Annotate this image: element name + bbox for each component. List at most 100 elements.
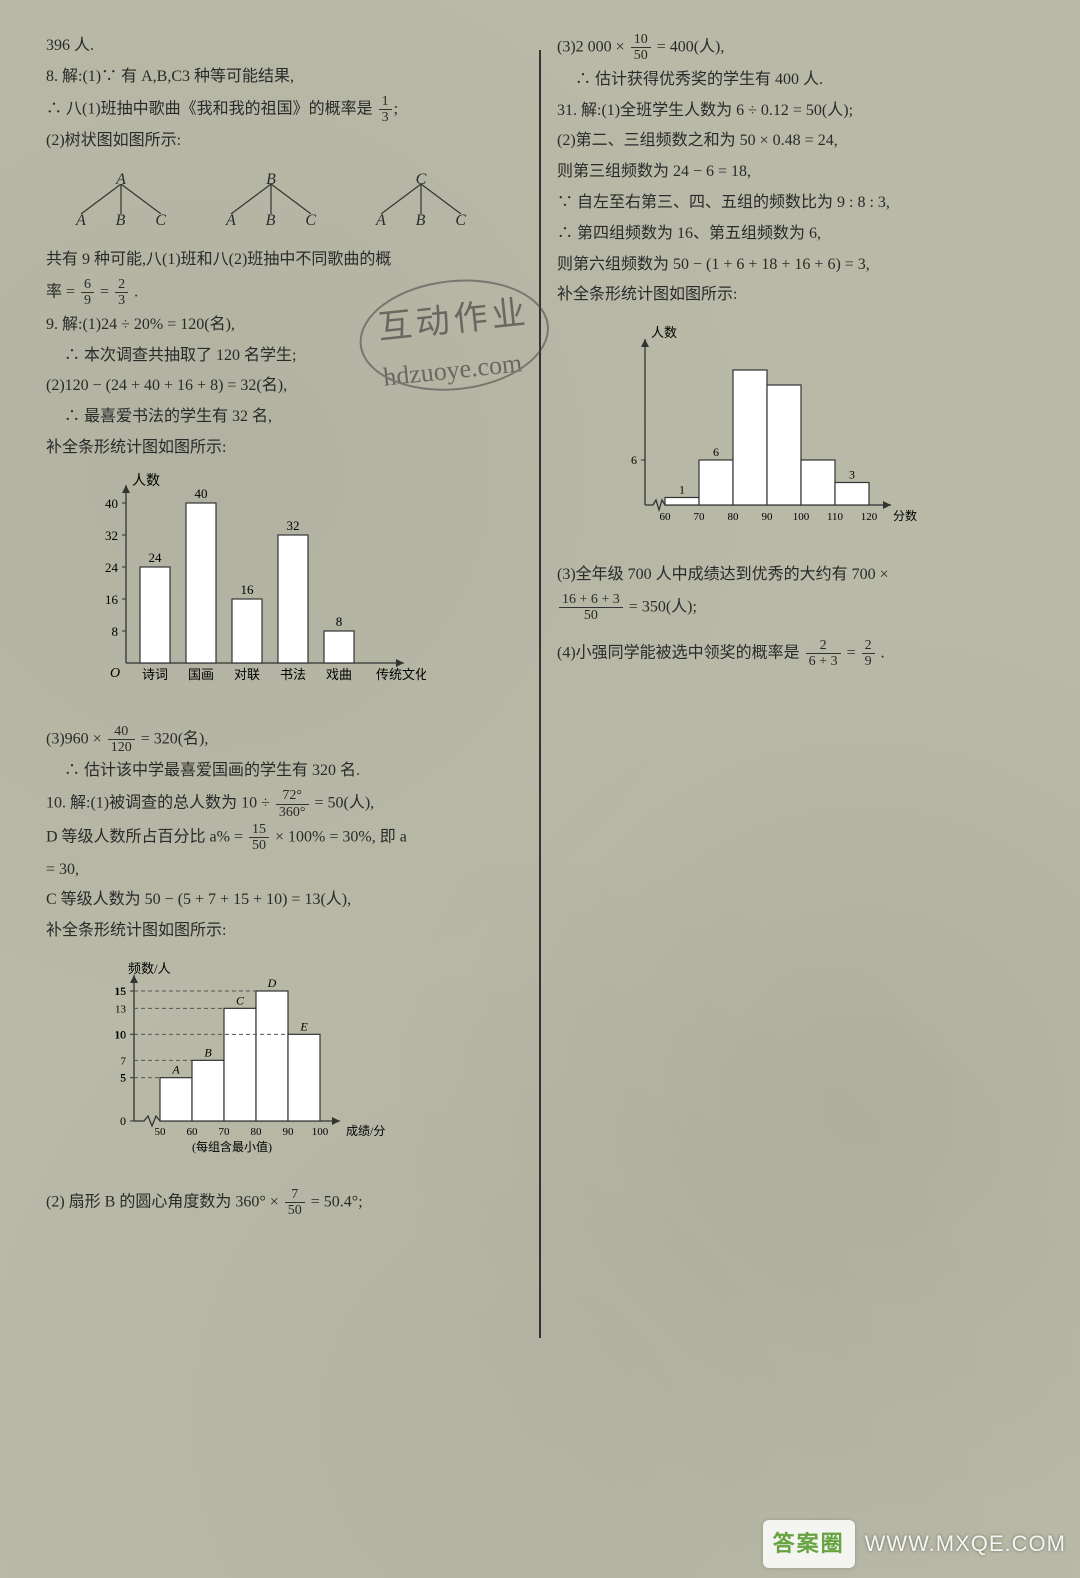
text-line: 补全条形统计图如图所示: [46,917,523,946]
tree-diagram: B A B C [226,166,316,236]
text-line: (2)树状图如图所示: [46,127,523,156]
svg-text:10: 10 [115,1029,127,1041]
fraction-numerator: 72° [276,788,309,804]
tree-diagram: C A B C [376,166,466,236]
fraction-numerator: 16 + 6 + 3 [559,592,623,608]
text-line: ∴ 本次调查共抽取了 120 名学生; [46,342,523,371]
fraction: 69 [81,277,94,309]
fraction-numerator: 15 [249,822,269,838]
tree-leaf: C [305,207,316,236]
svg-text:人数: 人数 [132,473,160,489]
fraction: 40120 [108,724,135,756]
svg-text:100: 100 [312,1126,329,1138]
fraction-denominator: 6 + 3 [806,654,841,669]
fraction-denominator: 120 [108,740,135,755]
fraction: 16 + 6 + 350 [559,592,623,624]
text-line: 则第三组频数为 24 − 6 = 18, [557,158,1034,187]
svg-text:80: 80 [251,1126,263,1138]
fraction-numerator: 7 [285,1187,305,1203]
svg-text:60: 60 [187,1126,199,1138]
svg-text:24: 24 [105,560,119,575]
text-span: = 50.4°; [311,1193,363,1210]
text-line: 补全条形统计图如图所示: [557,281,1034,310]
fraction-denominator: 3 [115,293,128,308]
fraction-denominator: 50 [285,1203,305,1218]
text-line: ∵ 自左至右第三、四、五组的频数比为 9 : 8 : 3, [557,189,1034,218]
svg-text:90: 90 [283,1126,295,1138]
text-line: 率 = 69 = 23 . [46,277,523,309]
text-span: = 50(人), [315,795,375,812]
svg-text:成绩/分: 成绩/分 [346,1124,385,1138]
tree-leaf: C [455,207,466,236]
svg-text:人数: 人数 [651,325,677,340]
fraction-denominator: 3 [379,110,392,125]
svg-text:60: 60 [660,511,672,523]
text-line: 则第六组频数为 50 − (1 + 6 + 18 + 16 + 6) = 3, [557,251,1034,280]
tree-diagram: A A B C [76,166,166,236]
footer-watermark: 答案圈 WWW.MXQE.COM [763,1520,1066,1568]
svg-text:1: 1 [679,483,685,497]
svg-text:90: 90 [762,511,774,523]
svg-text:(每组含最小值): (每组含最小值) [192,1139,272,1154]
svg-text:对联: 对联 [234,667,260,682]
fraction-numerator: 2 [806,638,841,654]
text-line: 16 + 6 + 350 = 350(人); [557,592,1034,624]
text-line: (2)第二、三组频数之和为 50 × 0.48 = 24, [557,127,1034,156]
left-column: 396 人. 8. 解:(1)∵ 有 A,B,C3 种等可能结果, ∴ 八(1)… [30,30,539,1538]
tree-leaf: B [416,207,426,236]
tree-leaves: A B C [76,207,166,236]
svg-text:C: C [236,993,245,1007]
tree-leaves: A B C [376,207,466,236]
histogram-chart-scores: 人数616360708090100110120分数 [597,320,1034,551]
svg-text:32: 32 [105,528,118,543]
text-span: 率 = [46,284,79,301]
svg-text:A: A [171,1063,180,1077]
tree-leaf: B [116,207,126,236]
svg-text:书法: 书法 [280,667,306,682]
text-span: . [881,644,885,661]
fraction-denominator: 50 [631,48,651,63]
svg-text:D: D [267,976,277,990]
tree-leaf: A [376,207,386,236]
fraction: 1050 [631,32,651,64]
svg-text:诗词: 诗词 [142,667,168,682]
text-line: (4)小强同学能被选中领奖的概率是 26 + 3 = 29 . [557,638,1034,670]
fraction-numerator: 10 [631,32,651,48]
text-line: ∴ 估计获得优秀奖的学生有 400 人. [557,66,1034,95]
text-line: 31. 解:(1)全班学生人数为 6 ÷ 0.12 = 50(人); [557,97,1034,126]
text-span: (3)2 000 × [557,39,629,56]
text-span: (4)小强同学能被选中领奖的概率是 [557,644,800,661]
tree-leaf: C [155,207,166,236]
text-line: (2)120 − (24 + 40 + 16 + 8) = 32(名), [46,372,523,401]
text-span: = 400(人), [657,39,725,56]
svg-text:16: 16 [241,582,255,597]
svg-text:B: B [204,1045,212,1059]
text-span: ∴ 八(1)班抽中歌曲《我和我的祖国》的概率是 [46,100,373,117]
text-span: = 320(名), [141,730,209,747]
fraction: 26 + 3 [806,638,841,670]
text-line: 396 人. [46,32,523,61]
svg-text:13: 13 [115,1003,127,1015]
svg-text:50: 50 [155,1126,167,1138]
svg-text:24: 24 [149,550,163,565]
text-line: (3)全年级 700 人中成绩达到优秀的大约有 700 × [557,561,1034,590]
text-span: D 等级人数所占百分比 a% = [46,828,247,845]
svg-text:传统文化种类: 传统文化种类 [376,667,426,682]
footer-badge: 答案圈 [763,1520,855,1568]
text-line: 补全条形统计图如图所示: [46,434,523,463]
text-span: (2) 扇形 B 的圆心角度数为 360° × [46,1193,283,1210]
text-line: 8. 解:(1)∵ 有 A,B,C3 种等可能结果, [46,63,523,92]
svg-text:0: 0 [120,1114,126,1128]
text-span: 10. 解:(1)被调查的总人数为 10 ÷ [46,795,274,812]
svg-text:8: 8 [336,614,343,629]
svg-text:O: O [110,666,120,681]
svg-text:5: 5 [121,1073,127,1085]
svg-text:频数/人: 频数/人 [128,961,171,976]
text-span: (3)960 × [46,730,106,747]
svg-text:7: 7 [121,1055,127,1067]
tree-leaf: A [76,207,86,236]
fraction-numerator: 2 [115,277,128,293]
histogram-svg: 频数/人0510155A7B13C15D10E5060708090100成绩/分… [86,956,406,1166]
fraction-denominator: 9 [862,654,875,669]
svg-text:100: 100 [793,511,810,523]
